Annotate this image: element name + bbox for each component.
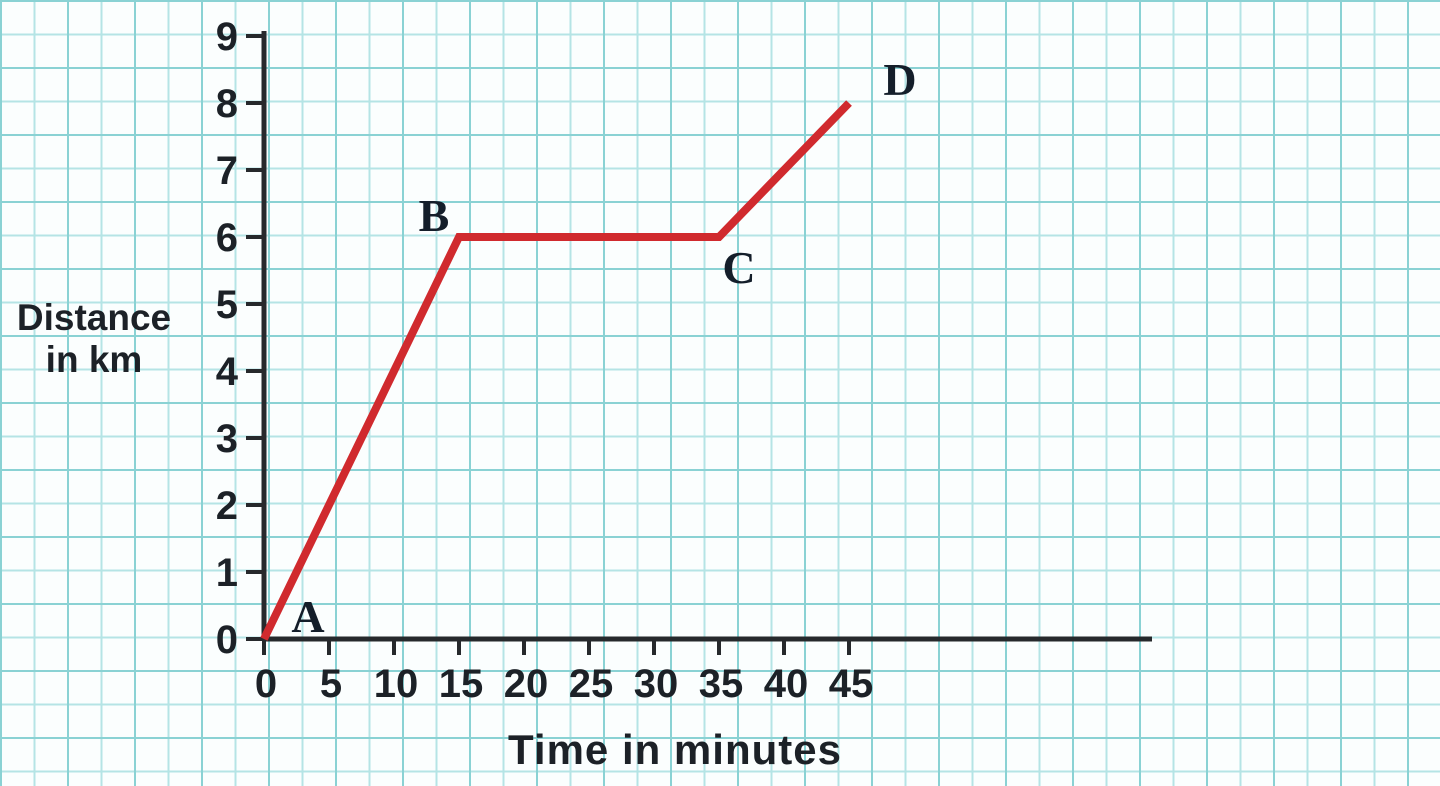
x-tick-label: 0: [255, 662, 277, 706]
y-tick-label: 0: [216, 618, 238, 662]
point-label-C: C: [722, 242, 755, 293]
x-tick-label: 10: [374, 662, 419, 706]
journey-line: [260, 100, 852, 641]
x-tick-label: 35: [699, 662, 744, 706]
x-tick-label: 15: [439, 662, 484, 706]
y-tick-label: 3: [216, 417, 238, 461]
y-tick-label: 9: [216, 15, 238, 59]
x-tick-label: 40: [764, 662, 809, 706]
y-tick-label: 6: [216, 216, 238, 260]
x-tick-label: 30: [634, 662, 679, 706]
y-tick-label: 5: [216, 283, 238, 327]
point-label-B: B: [419, 190, 450, 241]
x-tick-label: 20: [504, 662, 549, 706]
x-tick-label: 25: [569, 662, 614, 706]
y-tick-label: 4: [216, 350, 239, 394]
y-tick-label: 2: [216, 484, 238, 528]
x-axis-title: Time in minutes: [508, 726, 842, 773]
x-tick-label: 5: [320, 662, 342, 706]
y-tick-label: 1: [216, 551, 238, 595]
y-axis-title-line2: in km: [45, 339, 143, 380]
y-tick-label: 7: [216, 149, 238, 193]
x-tick-label: 45: [829, 662, 874, 706]
y-axis-title: Distance in km: [6, 297, 182, 381]
point-label-A: A: [291, 591, 324, 642]
y-tick-label: 8: [216, 82, 238, 126]
point-label-D: D: [883, 54, 916, 105]
y-axis-title-line1: Distance: [16, 297, 172, 338]
